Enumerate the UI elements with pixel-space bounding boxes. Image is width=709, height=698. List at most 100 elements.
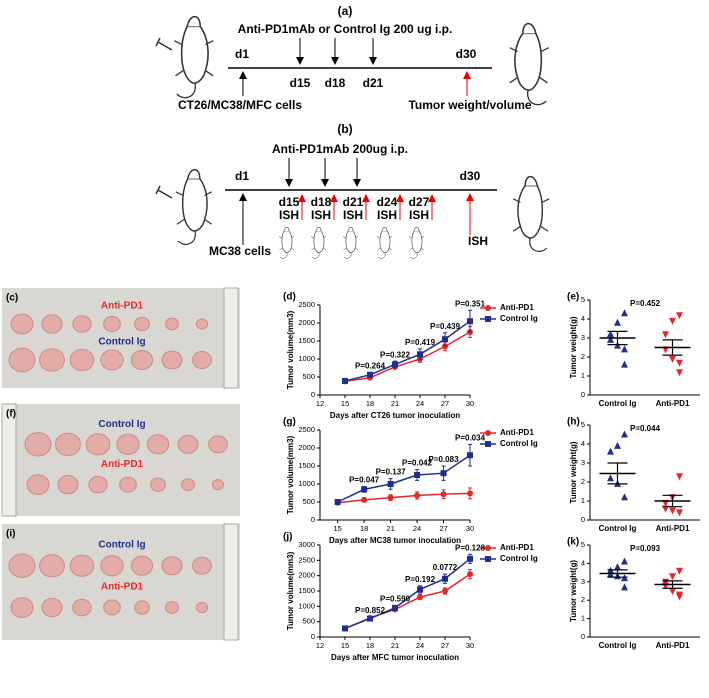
y-tick-label: 5 xyxy=(581,295,585,304)
mouse-head xyxy=(187,168,201,179)
marker xyxy=(676,369,683,377)
tumor xyxy=(103,316,121,332)
marker xyxy=(621,493,628,501)
legend-marker xyxy=(485,556,491,562)
day: d30 xyxy=(460,169,481,183)
mouse-icon xyxy=(175,168,213,245)
y-tick-label: 1500 xyxy=(298,336,315,345)
p-value: P=0.192 xyxy=(405,575,436,584)
x-tick-label: Control Ig xyxy=(599,524,637,533)
marker xyxy=(467,571,473,578)
legend-label: Anti-PD1 xyxy=(500,428,534,437)
marker xyxy=(614,318,621,326)
x-tick-label: 18 xyxy=(360,524,368,533)
error-bar xyxy=(662,494,683,508)
mouse-tail xyxy=(279,252,288,259)
day: d15 xyxy=(290,76,311,90)
chart-title: P=0.452 xyxy=(630,299,661,308)
mouse-head xyxy=(522,22,537,34)
x-tick-label: 24 xyxy=(416,399,424,408)
start-label: MC38 cells xyxy=(209,244,271,258)
line xyxy=(344,558,471,630)
tumor xyxy=(165,601,179,614)
group-label: Control Ig xyxy=(98,337,145,348)
mouse-head xyxy=(413,226,420,232)
y-axis-label: Tumor weight(g) xyxy=(569,560,578,622)
x-tick-label: 15 xyxy=(333,524,341,533)
marker xyxy=(367,371,373,378)
marker xyxy=(467,452,473,459)
y-tick-label: 1 xyxy=(581,371,585,380)
y-tick-label: 2000 xyxy=(298,443,315,452)
ish: ISH xyxy=(409,208,429,222)
tumor xyxy=(69,348,95,372)
y-tick-label: 500 xyxy=(302,617,315,626)
marker xyxy=(442,575,448,582)
line xyxy=(337,492,471,504)
photo xyxy=(2,288,240,388)
panel-label: (f) xyxy=(6,409,16,420)
error-bar xyxy=(607,569,628,578)
x-tick-label: 24 xyxy=(416,641,424,650)
panel-label: (d) xyxy=(283,292,296,303)
y-tick-label: 1 xyxy=(581,614,585,623)
tumor xyxy=(211,479,225,491)
ruler xyxy=(223,523,239,641)
y-tick-label: 3 xyxy=(581,577,585,586)
marker xyxy=(607,474,614,482)
tumor xyxy=(192,556,212,575)
marker xyxy=(440,491,447,498)
marker xyxy=(662,331,669,339)
x-tick-label: Anti-PD1 xyxy=(656,399,690,408)
y-tick-label: 5 xyxy=(581,420,585,429)
marker xyxy=(621,557,628,565)
photo xyxy=(2,404,240,516)
mouse-tail xyxy=(409,252,418,259)
p-value: P=0.128 xyxy=(455,543,486,552)
p-value: P=0.137 xyxy=(376,468,407,477)
mouse-body xyxy=(345,230,357,254)
marker xyxy=(392,361,398,368)
tumor xyxy=(134,600,150,615)
tumor xyxy=(177,434,199,454)
x-tick-label: 30 xyxy=(466,524,474,533)
chart-title: P=0.044 xyxy=(630,424,661,433)
y-axis-label: Tumor volume(mm3) xyxy=(286,435,295,514)
marker xyxy=(607,335,614,343)
tumor xyxy=(181,478,195,491)
mouse-head xyxy=(347,226,354,232)
tumor xyxy=(39,554,65,578)
mouse-legs xyxy=(310,236,327,251)
x-tick-label: Control Ig xyxy=(599,641,637,650)
x-tick-label: 18 xyxy=(366,641,374,650)
x-tick-label: 27 xyxy=(439,524,447,533)
x-tick-label: 21 xyxy=(386,524,394,533)
tumor xyxy=(8,553,36,578)
marker xyxy=(676,509,683,517)
x-axis-label: Days after MFC tumor inoculation xyxy=(331,653,459,662)
marker xyxy=(361,486,368,493)
mouse-tail xyxy=(176,83,196,99)
group-label: Control Ig xyxy=(98,419,145,430)
legend-marker xyxy=(485,441,491,447)
tumor xyxy=(150,477,166,492)
panel-label: (k) xyxy=(567,537,579,548)
tumor xyxy=(165,317,179,331)
y-tick-label: 1000 xyxy=(298,479,315,488)
marker xyxy=(607,447,614,455)
marker xyxy=(442,343,448,350)
mouse-icon xyxy=(310,226,327,259)
marker xyxy=(342,625,348,632)
marker xyxy=(387,481,394,487)
mouse-legs xyxy=(173,40,214,77)
mouse-body xyxy=(180,25,209,84)
marker xyxy=(676,312,683,320)
mouse-icon xyxy=(376,226,393,259)
mouse-body xyxy=(411,230,423,254)
day: d30 xyxy=(456,47,477,61)
legend-label: Control Ig xyxy=(500,439,538,448)
y-tick-label: 2000 xyxy=(298,571,315,580)
tumor xyxy=(41,597,63,618)
marker xyxy=(607,330,614,338)
y-tick-label: 3000 xyxy=(298,540,315,549)
